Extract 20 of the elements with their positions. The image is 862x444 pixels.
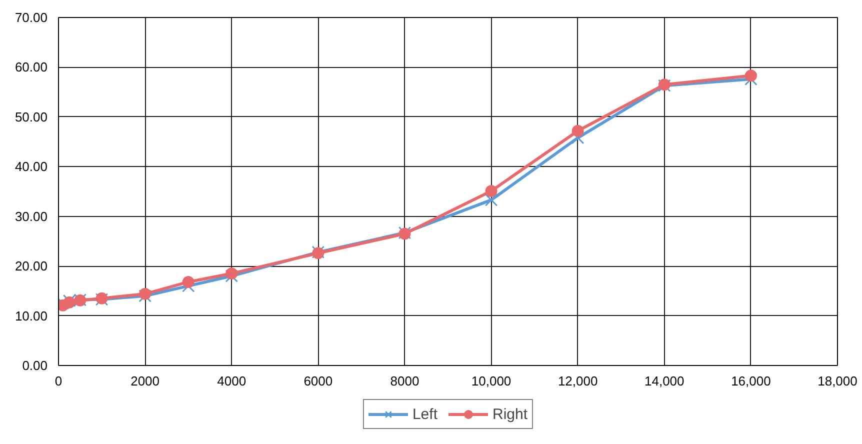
x-tick-label: 6000 [304,374,333,388]
x-tick-label: 18,000 [818,374,858,388]
x-tick-label: 12,000 [558,374,598,388]
y-tick-label: 30.00 [14,208,48,224]
x-tick-label: 10,000 [471,374,512,388]
y-tick-label: 0.00 [22,358,48,373]
legend-label: Left [412,406,438,422]
x-tick-label: 16,000 [731,374,771,388]
x-tick-label: 14,000 [644,374,684,388]
x-tick-label: 8000 [390,374,420,388]
legend-label: Right [492,406,528,422]
y-tick-label: 60.00 [14,60,48,75]
x-tick-label: 2000 [130,374,160,388]
y-tick-label: 70.00 [14,10,48,25]
y-tick-label: 10.00 [14,308,48,324]
y-tick-label: 20.00 [14,258,48,274]
x-tick-label: 0 [54,374,62,388]
x-tick-label: 4000 [217,374,246,388]
y-tick-label: 50.00 [14,109,48,124]
y-tick-label: 40.00 [14,159,48,174]
